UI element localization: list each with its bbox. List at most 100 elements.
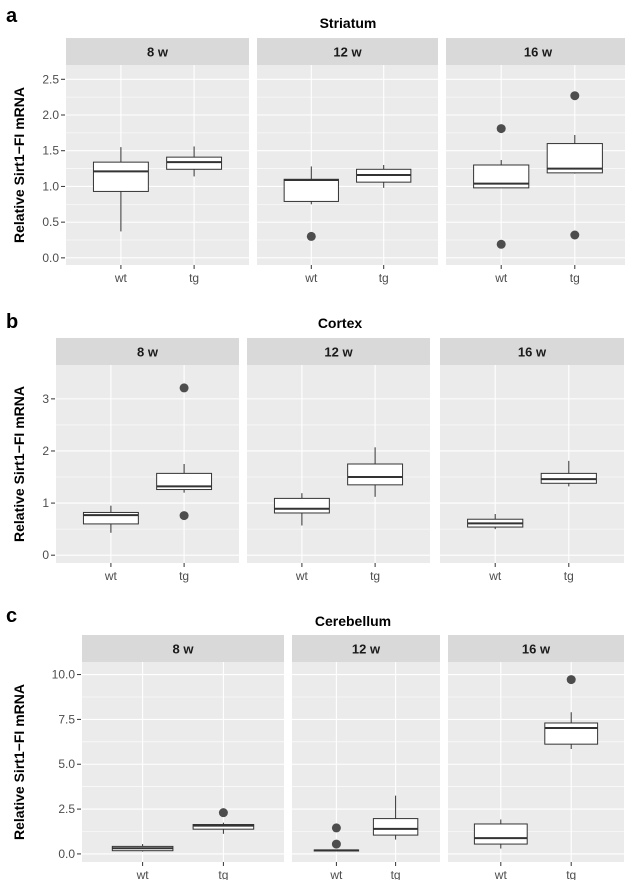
x-tick-label: tg — [179, 569, 189, 583]
facet-strip — [446, 38, 625, 65]
box-tg — [192, 808, 255, 834]
box-wt — [473, 819, 528, 849]
chart-title: Cerebellum — [315, 613, 391, 629]
y-tick-label: 7.5 — [58, 712, 75, 726]
outlier-point — [331, 839, 341, 849]
y-axis-label: Relative Sirt1−FI mRNA — [11, 684, 27, 840]
facet-8w: 8 w wt tg — [66, 38, 249, 285]
y-tick-label: 10.0 — [52, 668, 76, 682]
facet-label: 8 w — [173, 642, 195, 657]
chart-c: c Cerebellum Relative Sirt1−FI mRNA 0.0 2.5 5… — [6, 605, 624, 880]
box-body — [92, 161, 149, 192]
box-tg — [540, 460, 597, 487]
facet-strip — [257, 38, 438, 65]
x-tick-label: tg — [218, 868, 228, 880]
facet-strip — [56, 338, 239, 365]
y-tick-label: 0.0 — [42, 251, 59, 265]
box-body — [372, 818, 419, 836]
y-tick-label: 0 — [42, 548, 49, 562]
facet-label: 12 w — [333, 45, 362, 60]
panel-letter: c — [6, 605, 17, 627]
box-tg — [356, 165, 412, 188]
x-tick-label: tg — [564, 569, 574, 583]
y-tick-label: 2.5 — [42, 72, 59, 86]
chart-b: b Cortex Relative Sirt1−FI mRNA 0 1 2 3 8 w wt tg… — [6, 311, 624, 583]
x-tick-label: tg — [379, 271, 389, 285]
outlier-point — [218, 808, 228, 818]
facet-strip — [448, 635, 624, 662]
x-tick-label: wt — [114, 271, 128, 285]
outlier-point — [179, 383, 189, 393]
box-body — [544, 722, 599, 745]
outlier-point — [570, 230, 580, 240]
facet-strip — [292, 635, 440, 662]
facet-label: 16 w — [518, 345, 547, 360]
y-tick-label: 2.0 — [42, 108, 59, 122]
y-tick-label: 2.5 — [58, 802, 75, 816]
facet-12w: 12 w wt tg — [257, 38, 438, 285]
box-body — [473, 823, 528, 845]
box-wt — [273, 493, 330, 526]
box-wt — [92, 147, 149, 232]
y-axis-label: Relative Sirt1−FI mRNA — [11, 87, 27, 243]
facet-8w: 8 w wt tg — [82, 635, 284, 880]
facet-strip — [247, 338, 430, 365]
x-tick-label: wt — [295, 569, 309, 583]
x-tick-label: tg — [391, 868, 401, 880]
facet-16w: 16 w wt tg — [446, 38, 625, 285]
facet-16w: 16 w wt tg — [448, 635, 624, 880]
facet-strip — [66, 38, 249, 65]
box-wt — [82, 505, 139, 533]
facet-16w: 16 w wt tg — [440, 338, 624, 583]
facet-strip — [440, 338, 624, 365]
y-tick-label: 0.5 — [42, 215, 59, 229]
y-tick-label: 1 — [42, 496, 49, 510]
x-tick-label: tg — [570, 271, 580, 285]
x-tick-label: wt — [136, 868, 150, 880]
box-body — [82, 511, 139, 525]
facet-8w: 8 w wt tg — [56, 338, 239, 583]
y-tick-label: 1.5 — [42, 144, 59, 158]
outlier-point — [306, 231, 316, 241]
box-body — [273, 497, 330, 514]
outlier-point — [179, 511, 189, 521]
box-wt — [313, 823, 360, 852]
box-tg — [156, 383, 213, 521]
x-tick-label: wt — [488, 569, 502, 583]
outlier-point — [331, 823, 341, 833]
x-tick-label: tg — [370, 569, 380, 583]
y-tick-label: 5.0 — [58, 757, 75, 771]
y-tick-label: 2 — [42, 444, 49, 458]
box-tg — [166, 146, 223, 177]
box-wt — [283, 166, 339, 241]
box-tg — [544, 675, 599, 749]
y-tick-label: 3 — [42, 392, 49, 406]
x-tick-label: wt — [494, 868, 508, 880]
x-tick-label: wt — [304, 271, 318, 285]
box-wt — [111, 844, 174, 852]
y-tick-label: 1.0 — [42, 179, 59, 193]
panel-background — [257, 65, 438, 265]
facet-12w: 12 w wt tg — [292, 635, 440, 880]
panel-background — [56, 365, 239, 563]
outlier-point — [496, 239, 506, 249]
x-tick-label: wt — [329, 868, 343, 880]
facet-label: 16 w — [522, 642, 551, 657]
box-body — [192, 824, 255, 830]
x-tick-label: tg — [566, 868, 576, 880]
facet-strip — [82, 635, 284, 662]
panel-background — [82, 662, 284, 862]
facet-label: 12 w — [352, 642, 381, 657]
chart-title: Striatum — [320, 15, 377, 31]
box-wt — [467, 514, 524, 530]
box-body — [473, 164, 530, 189]
facet-12w: 12 w wt tg — [247, 338, 430, 583]
x-tick-label: tg — [189, 271, 199, 285]
box-body — [347, 463, 404, 486]
box-tg — [546, 91, 603, 240]
facet-label: 12 w — [324, 345, 353, 360]
x-tick-label: wt — [494, 271, 508, 285]
facet-label: 8 w — [137, 345, 159, 360]
box-wt — [473, 124, 530, 249]
box-tg — [347, 447, 404, 497]
